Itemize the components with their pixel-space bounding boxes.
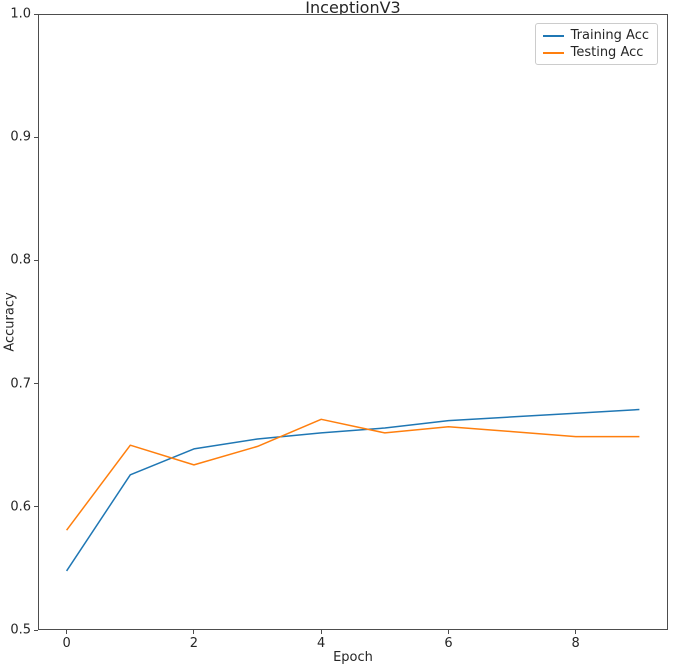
legend-swatch-training-acc [542, 34, 564, 37]
series-line-0 [65, 408, 640, 572]
y-tick-label: 0.5 [10, 622, 31, 638]
x-tick-label: 4 [317, 636, 326, 651]
x-tick-label: 8 [571, 636, 580, 651]
x-tick-mark [575, 630, 577, 634]
y-tick-label: 0.6 [10, 499, 31, 515]
x-tick-label: 2 [189, 636, 199, 651]
y-tick-label: 0.8 [10, 252, 31, 268]
x-axis-label: Epoch [333, 650, 373, 665]
y-tick-label: 1.0 [10, 6, 31, 22]
y-tick-mark [34, 136, 38, 138]
x-tick-label: 6 [444, 636, 453, 651]
y-tick-mark [34, 506, 38, 508]
legend: Training Acc Testing Acc [534, 23, 658, 65]
y-tick-mark [34, 629, 38, 631]
x-tick-mark [320, 630, 322, 634]
legend-entry-testing-acc: Testing Acc [542, 45, 649, 60]
y-tick-label: 0.7 [10, 376, 31, 392]
chart-canvas [65, 408, 640, 572]
legend-entry-training-acc: Training Acc [542, 28, 649, 43]
x-tick-mark [66, 630, 68, 634]
y-tick-label: 0.9 [10, 129, 31, 145]
legend-label-training-acc: Training Acc [570, 28, 649, 43]
legend-label-testing-acc: Testing Acc [570, 45, 644, 60]
x-tick-mark [193, 630, 195, 634]
y-axis-label: Accuracy [2, 292, 18, 352]
y-tick-mark [34, 383, 38, 385]
series-line-1 [65, 418, 640, 531]
x-tick-label: 0 [62, 636, 71, 651]
y-tick-mark [34, 259, 38, 261]
plot-area: Training Acc Testing Acc [38, 14, 668, 630]
chart-title: InceptionV3 [305, 0, 401, 17]
y-tick-mark [34, 13, 38, 15]
legend-swatch-testing-acc [542, 51, 564, 54]
x-tick-mark [448, 630, 449, 634]
